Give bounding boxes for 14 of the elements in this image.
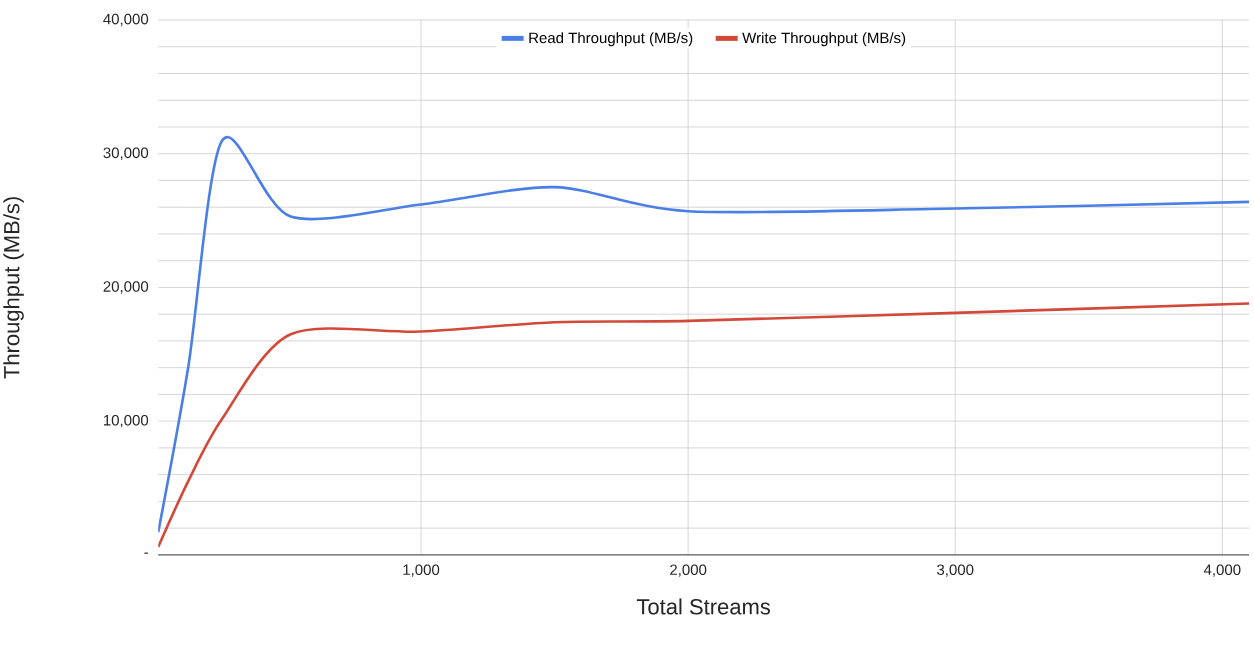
x-tick-label: 1,000 bbox=[403, 564, 440, 577]
legend-label: Write Throughput (MB/s) bbox=[742, 32, 906, 47]
y-tick-label: 40,000 bbox=[103, 13, 149, 27]
x-tick-label: 2,000 bbox=[670, 564, 707, 577]
line-series bbox=[158, 302, 1250, 549]
legend-label: Read Throughput (MB/s) bbox=[529, 32, 693, 47]
y-tick-label: 30,000 bbox=[103, 147, 149, 160]
y-tick-label: 10,000 bbox=[103, 415, 149, 428]
y-axis-title: Throughput (MB/s) bbox=[3, 197, 24, 379]
y-tick-label: 20,000 bbox=[103, 281, 149, 294]
x-tick-label: 4,000 bbox=[1203, 564, 1241, 577]
x-tick-label: 3,000 bbox=[937, 564, 974, 577]
y-tick-label: - bbox=[144, 552, 149, 554]
x-axis-title: Total Streams bbox=[636, 598, 771, 615]
